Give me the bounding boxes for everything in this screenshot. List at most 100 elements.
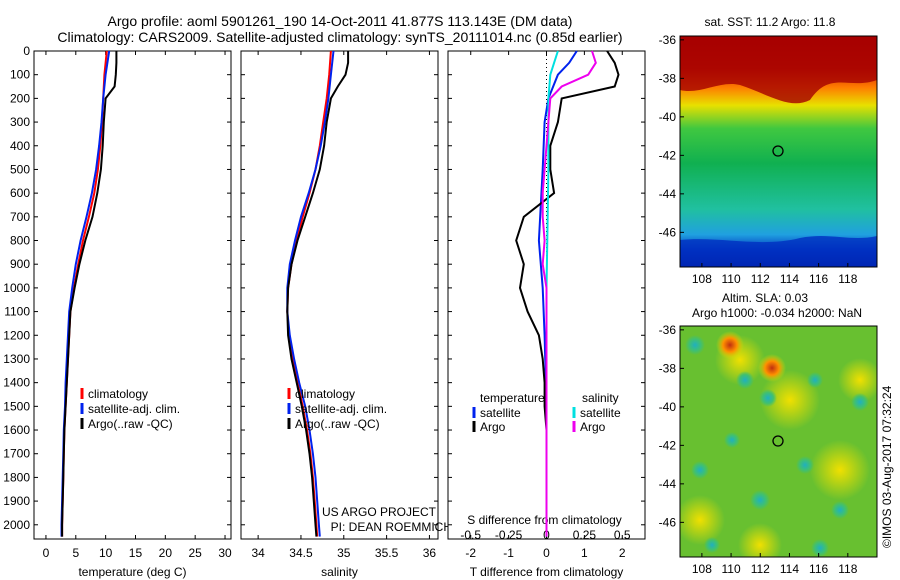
sst-ytick-label: -46 [659, 225, 677, 239]
temperature-xtick-label: 0 [43, 546, 50, 560]
salinity-xtick-label: 36 [423, 546, 437, 560]
panel-temperature: 0100200300400500600700800900100011001200… [3, 44, 232, 579]
sla-ytick-label: -44 [659, 477, 677, 491]
title-line-2: Climatology: CARS2009. Satellite-adjuste… [57, 29, 623, 45]
credit-text: ©IMOS 03-Aug-2017 07:32:24 [880, 385, 894, 548]
sst-map-title: sat. SST: 11.2 Argo: 11.8 [705, 15, 836, 29]
legend-header-salinity: salinity [582, 391, 619, 405]
sla-ytick-label: -40 [659, 400, 677, 414]
depth-tick-label: 2000 [3, 518, 30, 532]
legend-label: satellite-adj. clim. [88, 402, 180, 416]
legend-label: Argo [480, 420, 506, 434]
secondary-xtick-label: 0.25 [573, 528, 597, 542]
sst-argo-location-marker [772, 145, 784, 157]
legend-label: Argo(..raw -QC) [295, 417, 380, 431]
depth-tick-label: 1900 [3, 494, 30, 508]
sst-warm-tongue [680, 36, 877, 104]
series-line-temperature-satellite [537, 50, 578, 537]
salinity-xtick-label: 35 [337, 546, 351, 560]
temperature-xtick-label: 30 [218, 546, 232, 560]
depth-tick-label: 300 [10, 115, 30, 129]
legend-label: Argo(..raw -QC) [88, 417, 173, 431]
sla-map-title-line-2: Argo h1000: -0.034 h2000: NaN [692, 306, 862, 320]
salinity-xlabel: salinity [321, 565, 358, 579]
sla-ytick-label: -36 [659, 323, 677, 337]
series-line-argo-raw-qc- [61, 51, 118, 537]
sst-xtick-label: 108 [692, 272, 712, 286]
annotation-project: US ARGO PROJECT [322, 505, 437, 519]
depth-tick-label: 1400 [3, 376, 30, 390]
temperature-xtick-label: 15 [129, 546, 143, 560]
series-line-salinity-argo [541, 50, 597, 537]
sla-ytick-label: -38 [659, 361, 677, 375]
sst-ytick-label: -42 [659, 148, 677, 162]
series-line-argo-raw-qc- [286, 51, 350, 537]
depth-tick-label: 800 [10, 234, 30, 248]
depth-tick-label: 1100 [4, 305, 30, 319]
sst-xtick-label: 110 [722, 272, 741, 286]
panel-salinity: 34 34.5 35 35.5 36 salinity climatologysatelli… [240, 50, 452, 579]
depth-tick-label: 1700 [3, 447, 30, 461]
depth-tick-label: 900 [10, 257, 30, 271]
sst-xtick-label: 112 [751, 272, 770, 286]
depth-tick-label: 0 [23, 44, 30, 58]
sst-ytick-label: -44 [659, 187, 677, 201]
legend-label: satellite [580, 406, 621, 420]
sla-map-title-line-1: Altim. SLA: 0.03 [722, 291, 808, 305]
annotation-pi: PI: DEAN ROEMMICH [331, 520, 452, 534]
depth-tick-label: 1000 [3, 281, 30, 295]
secondary-xtick-label: -0.25 [495, 528, 523, 542]
sst-map: sat. SST: 11.2 Argo: 11.8 108 110 112 114 11… [659, 15, 878, 286]
depth-tick-label: 1200 [3, 328, 30, 342]
sst-cold-edge [680, 236, 877, 267]
temperature-xtick-label: 10 [99, 546, 113, 560]
sla-xtick-label: 114 [780, 562, 799, 576]
legend-label: climatology [295, 387, 355, 401]
depth-tick-label: 200 [10, 91, 30, 105]
legend-label: satellite [480, 406, 521, 420]
sst-ytick-label: -38 [659, 71, 677, 85]
legend-header-temperature: temperature [480, 391, 545, 405]
sla-xtick-label: 112 [751, 562, 770, 576]
sst-ytick-label: -36 [659, 33, 677, 47]
difference-xtick-label: -2 [465, 546, 476, 560]
difference-xtick-label: 2 [619, 546, 626, 560]
salinity-xtick-label: 34 [251, 546, 265, 560]
sst-xtick-label: 114 [780, 272, 799, 286]
legend-label: satellite-adj. clim. [295, 402, 387, 416]
salinity-xtick-label: 34.5 [289, 546, 313, 560]
sla-ytick-label: -46 [659, 515, 677, 529]
legend-label: climatology [88, 387, 148, 401]
salinity-frame [240, 50, 439, 540]
temperature-xtick-label: 25 [189, 546, 203, 560]
sla-xtick-label: 108 [692, 562, 712, 576]
depth-tick-label: 1600 [3, 423, 30, 437]
difference-xtick-label: 0 [543, 546, 550, 560]
difference-xtick-label: 1 [581, 546, 588, 560]
sst-xtick-label: 116 [809, 272, 828, 286]
sla-xtick-label: 116 [809, 562, 828, 576]
temperature-xlabel: temperature (deg C) [78, 565, 186, 579]
secondary-xtick-label: -0.5 [460, 528, 481, 542]
depth-tick-label: 700 [10, 210, 30, 224]
sla-argo-location-marker [772, 435, 784, 447]
temperature-frame [33, 50, 232, 540]
depth-tick-label: 500 [10, 162, 30, 176]
salinity-xtick-label: 35.5 [375, 546, 399, 560]
sst-ytick-label: -40 [659, 110, 677, 124]
difference-xtick-label: -1 [503, 546, 514, 560]
legend-label: Argo [580, 420, 606, 434]
depth-tick-label: 1800 [3, 470, 30, 484]
temperature-xtick-label: 5 [72, 546, 79, 560]
sla-xtick-label: 118 [838, 562, 857, 576]
secondary-xlabel: S difference from climatology [467, 513, 622, 527]
sla-map: Altim. SLA: 0.03 Argo h1000: -0.034 h200… [659, 291, 878, 576]
difference-xlabel: T difference from climatology [470, 565, 624, 579]
panel-difference: -2 -1 0 1 2 T difference from climatology S di… [447, 50, 646, 579]
depth-tick-label: 1300 [3, 352, 30, 366]
depth-tick-label: 400 [10, 139, 30, 153]
title-line-1: Argo profile: aoml 5901261_190 14-Oct-20… [107, 13, 573, 29]
sst-xtick-label: 118 [838, 272, 857, 286]
temperature-xtick-label: 20 [159, 546, 173, 560]
